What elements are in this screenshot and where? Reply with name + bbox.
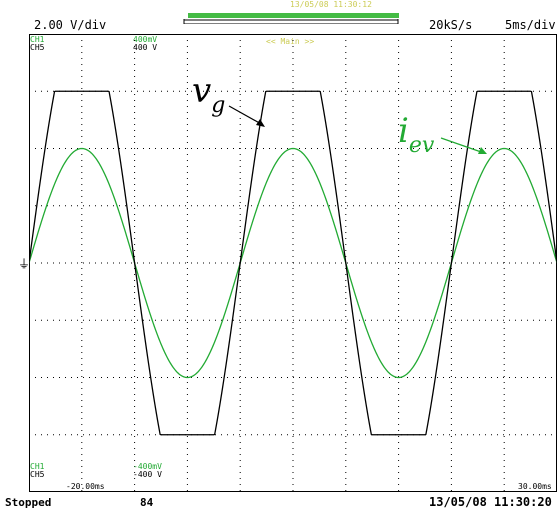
ch5-bottom-label: CH5 xyxy=(30,470,45,479)
trace-iev xyxy=(29,147,557,379)
ch1-top-label: CH1 xyxy=(30,35,45,44)
waveform-display[interactable] xyxy=(29,34,557,492)
iev-symbol: i xyxy=(398,111,409,151)
ch5-top-scale: 400 V xyxy=(133,43,158,52)
timestamp: 13/05/08 11:30:20 xyxy=(429,495,552,509)
vg-arrow xyxy=(228,105,264,126)
iev-annotation: iev xyxy=(398,111,434,157)
record-progress xyxy=(188,13,399,18)
status-text: Stopped xyxy=(5,496,52,509)
vg-subscript: g xyxy=(211,93,226,118)
ch1-bottom-scale: -400mV xyxy=(133,462,162,471)
time-end: 30.00ms xyxy=(518,482,552,491)
ch1-top-scale: 400mV xyxy=(133,35,158,44)
iev-arrowhead xyxy=(478,147,487,154)
zoom-label: << Main >> xyxy=(266,37,315,46)
time-start: -20.00ms xyxy=(66,482,105,491)
record-frame xyxy=(183,19,399,24)
record-time: 13/05/08 11:30:12 xyxy=(290,0,372,9)
iev-arrow xyxy=(440,137,485,154)
sample-rate: 20kS/s xyxy=(429,18,473,32)
grid xyxy=(29,34,557,492)
time-per-div: 5ms/div xyxy=(505,18,556,32)
volts-per-div: 2.00 V/div xyxy=(34,18,107,32)
iev-subscript: ev xyxy=(408,133,435,158)
vg-symbol: v xyxy=(192,71,212,111)
acq-count: 84 xyxy=(140,496,154,509)
ch5-bottom-scale: -400 V xyxy=(133,470,162,479)
vg-annotation: vg xyxy=(192,71,225,117)
trace-vg xyxy=(29,90,557,436)
vg-arrowhead xyxy=(256,119,265,127)
ground-marker-icon: ⏚ xyxy=(18,257,31,271)
record-position-bar[interactable] xyxy=(183,13,400,24)
ch5-top-label: CH5 xyxy=(30,43,45,52)
ch1-bottom-label: CH1 xyxy=(30,462,45,471)
